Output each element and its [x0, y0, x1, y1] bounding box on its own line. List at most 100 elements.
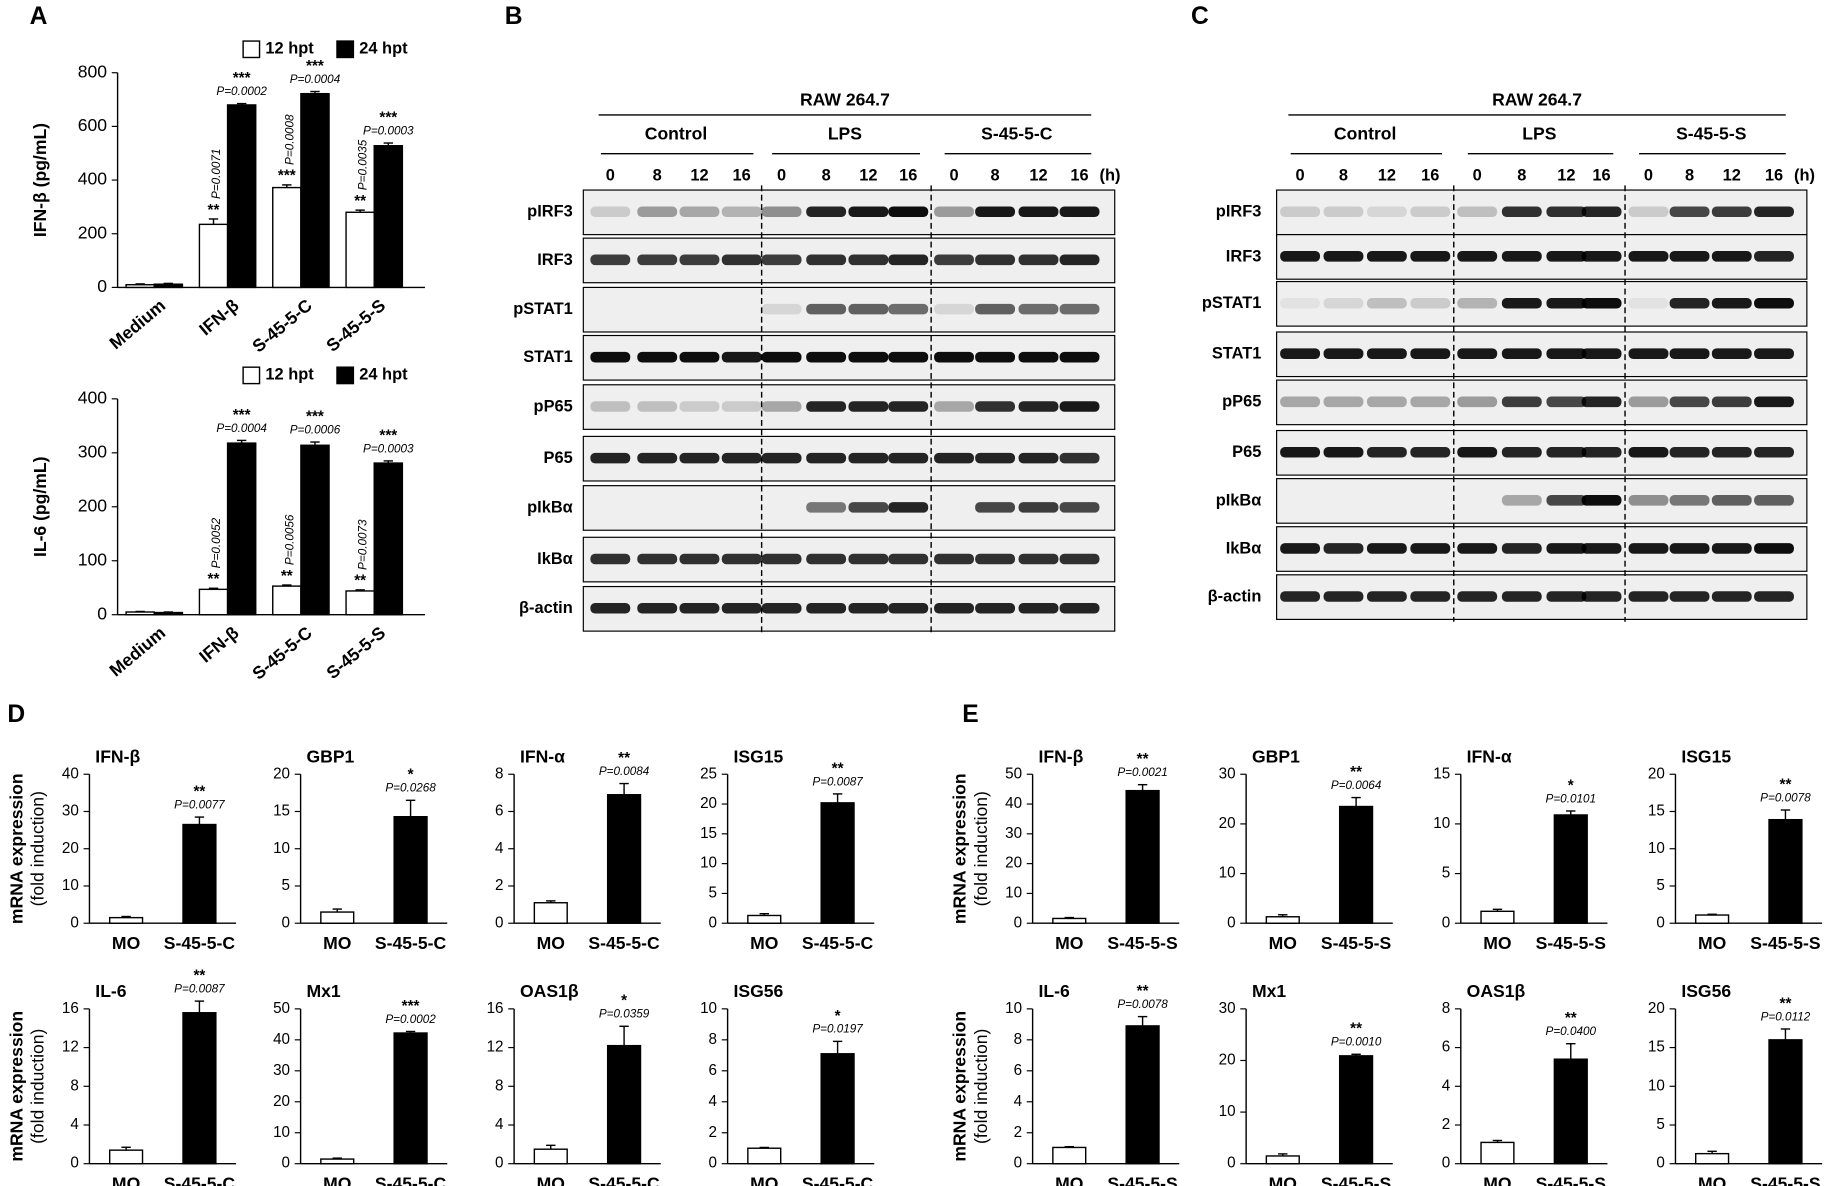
- x-tick-label: S-45-5-S: [322, 622, 389, 683]
- time-label: 0: [777, 166, 786, 184]
- blot-band: [975, 602, 1016, 614]
- p-value: P=0.0084: [599, 765, 650, 778]
- time-label: 8: [991, 166, 1000, 184]
- blot-band: [1410, 251, 1451, 262]
- significance-stars: ***: [306, 58, 324, 75]
- y-tick-label: 8: [495, 1077, 503, 1094]
- bar: [1125, 1025, 1160, 1165]
- time-label: 0: [1644, 166, 1653, 184]
- bar: [1695, 1152, 1730, 1165]
- y-axis-label: (fold induction): [971, 1029, 991, 1144]
- chart-title: Mx1: [306, 981, 340, 1001]
- bar: [198, 588, 229, 616]
- blot-band: [1366, 543, 1407, 554]
- chart-title: IFN-α: [1467, 746, 1512, 766]
- x-tick-label: MO: [1483, 1173, 1511, 1186]
- blot-band: [761, 254, 802, 266]
- panel-label: C: [1191, 3, 1209, 30]
- time-label: 0: [606, 166, 615, 184]
- blot-band: [1457, 297, 1498, 309]
- significance-stars: **: [208, 202, 220, 219]
- blot-band: [1457, 396, 1498, 408]
- blot-row-label: IkBα: [1226, 539, 1262, 557]
- blot-band: [722, 502, 762, 513]
- y-tick-label: 20: [1648, 765, 1665, 782]
- blot-band: [1546, 297, 1587, 309]
- chart-title: GBP1: [1252, 746, 1300, 766]
- y-tick-label: 4: [1014, 1093, 1023, 1110]
- blot-band: [637, 602, 678, 614]
- x-tick-label: MO: [1269, 933, 1297, 953]
- bar: [153, 283, 184, 289]
- significance-stars: ***: [306, 408, 324, 425]
- blot-band: [1323, 396, 1364, 408]
- blot-band: [975, 452, 1016, 464]
- y-tick-label: 12: [62, 1039, 79, 1056]
- x-tick-label: MO: [750, 933, 778, 953]
- blot-row-label: pIRF3: [1216, 203, 1262, 221]
- y-tick-label: 0: [282, 1155, 290, 1172]
- bar: [300, 444, 330, 616]
- blot-band: [1366, 251, 1407, 262]
- blot-band: [679, 553, 720, 565]
- blot-band: [1581, 348, 1622, 359]
- blot-band: [1018, 401, 1059, 412]
- blot-band: [1018, 206, 1059, 218]
- bar: [747, 1147, 782, 1165]
- p-value: P=0.0073: [357, 519, 370, 570]
- blot-band: [888, 502, 929, 513]
- bar: [226, 442, 257, 616]
- time-label: 0: [1296, 166, 1305, 184]
- blot-band: [1546, 495, 1587, 506]
- x-tick-label: MO: [1698, 933, 1726, 953]
- blot-band: [1059, 502, 1100, 513]
- y-tick-label: 4: [1442, 1077, 1451, 1094]
- blot-band: [1410, 297, 1451, 309]
- significance-stars: **: [193, 968, 205, 985]
- blot-band: [848, 303, 889, 315]
- legend-label: 12 hpt: [265, 366, 314, 384]
- blot-band: [637, 553, 678, 565]
- y-tick-label: 40: [273, 1031, 290, 1048]
- blot-band: [590, 452, 631, 464]
- time-label: 0: [1473, 166, 1482, 184]
- blot-band: [1059, 254, 1100, 266]
- p-value: P=0.0112: [1761, 1010, 1811, 1023]
- bar: [1768, 818, 1803, 924]
- time-label: 12: [859, 166, 877, 184]
- group-label: LPS: [828, 124, 862, 144]
- blot-header: RAW 264.7: [1492, 90, 1582, 110]
- blot-band: [806, 602, 847, 614]
- y-tick-label: 40: [1005, 795, 1022, 812]
- p-value: P=0.0052: [210, 517, 223, 568]
- blot-band: [1754, 297, 1794, 309]
- blot-band: [975, 254, 1016, 266]
- blot-band: [679, 602, 720, 614]
- blot-band: [1018, 254, 1059, 266]
- bar: [1265, 1155, 1300, 1165]
- blot-band: [1711, 297, 1752, 309]
- blot-row-label: pSTAT1: [1202, 294, 1262, 312]
- blot-band: [1366, 206, 1407, 218]
- blot-band: [1018, 553, 1059, 565]
- blot-band: [1323, 591, 1364, 602]
- y-tick-label: 10: [273, 1124, 290, 1141]
- blot-band: [1280, 251, 1321, 262]
- p-value: P=0.0002: [216, 85, 267, 98]
- legend-swatch: [336, 366, 355, 385]
- blot-band: [888, 206, 929, 218]
- bar: [606, 794, 642, 924]
- blot-band: [848, 351, 889, 363]
- blot-band: [1323, 348, 1364, 359]
- blot-band: [1366, 591, 1407, 602]
- blot-band: [722, 304, 762, 315]
- blot-band: [1059, 303, 1100, 315]
- y-tick-label: 0: [70, 1155, 78, 1172]
- blot-band: [1628, 591, 1669, 602]
- blot-band: [721, 553, 762, 565]
- y-tick-label: 16: [487, 1000, 504, 1017]
- x-tick-label: MO: [112, 1173, 140, 1186]
- blot-band: [888, 553, 929, 565]
- chart-title: IFN-β: [1038, 746, 1083, 766]
- blot-band: [975, 303, 1016, 315]
